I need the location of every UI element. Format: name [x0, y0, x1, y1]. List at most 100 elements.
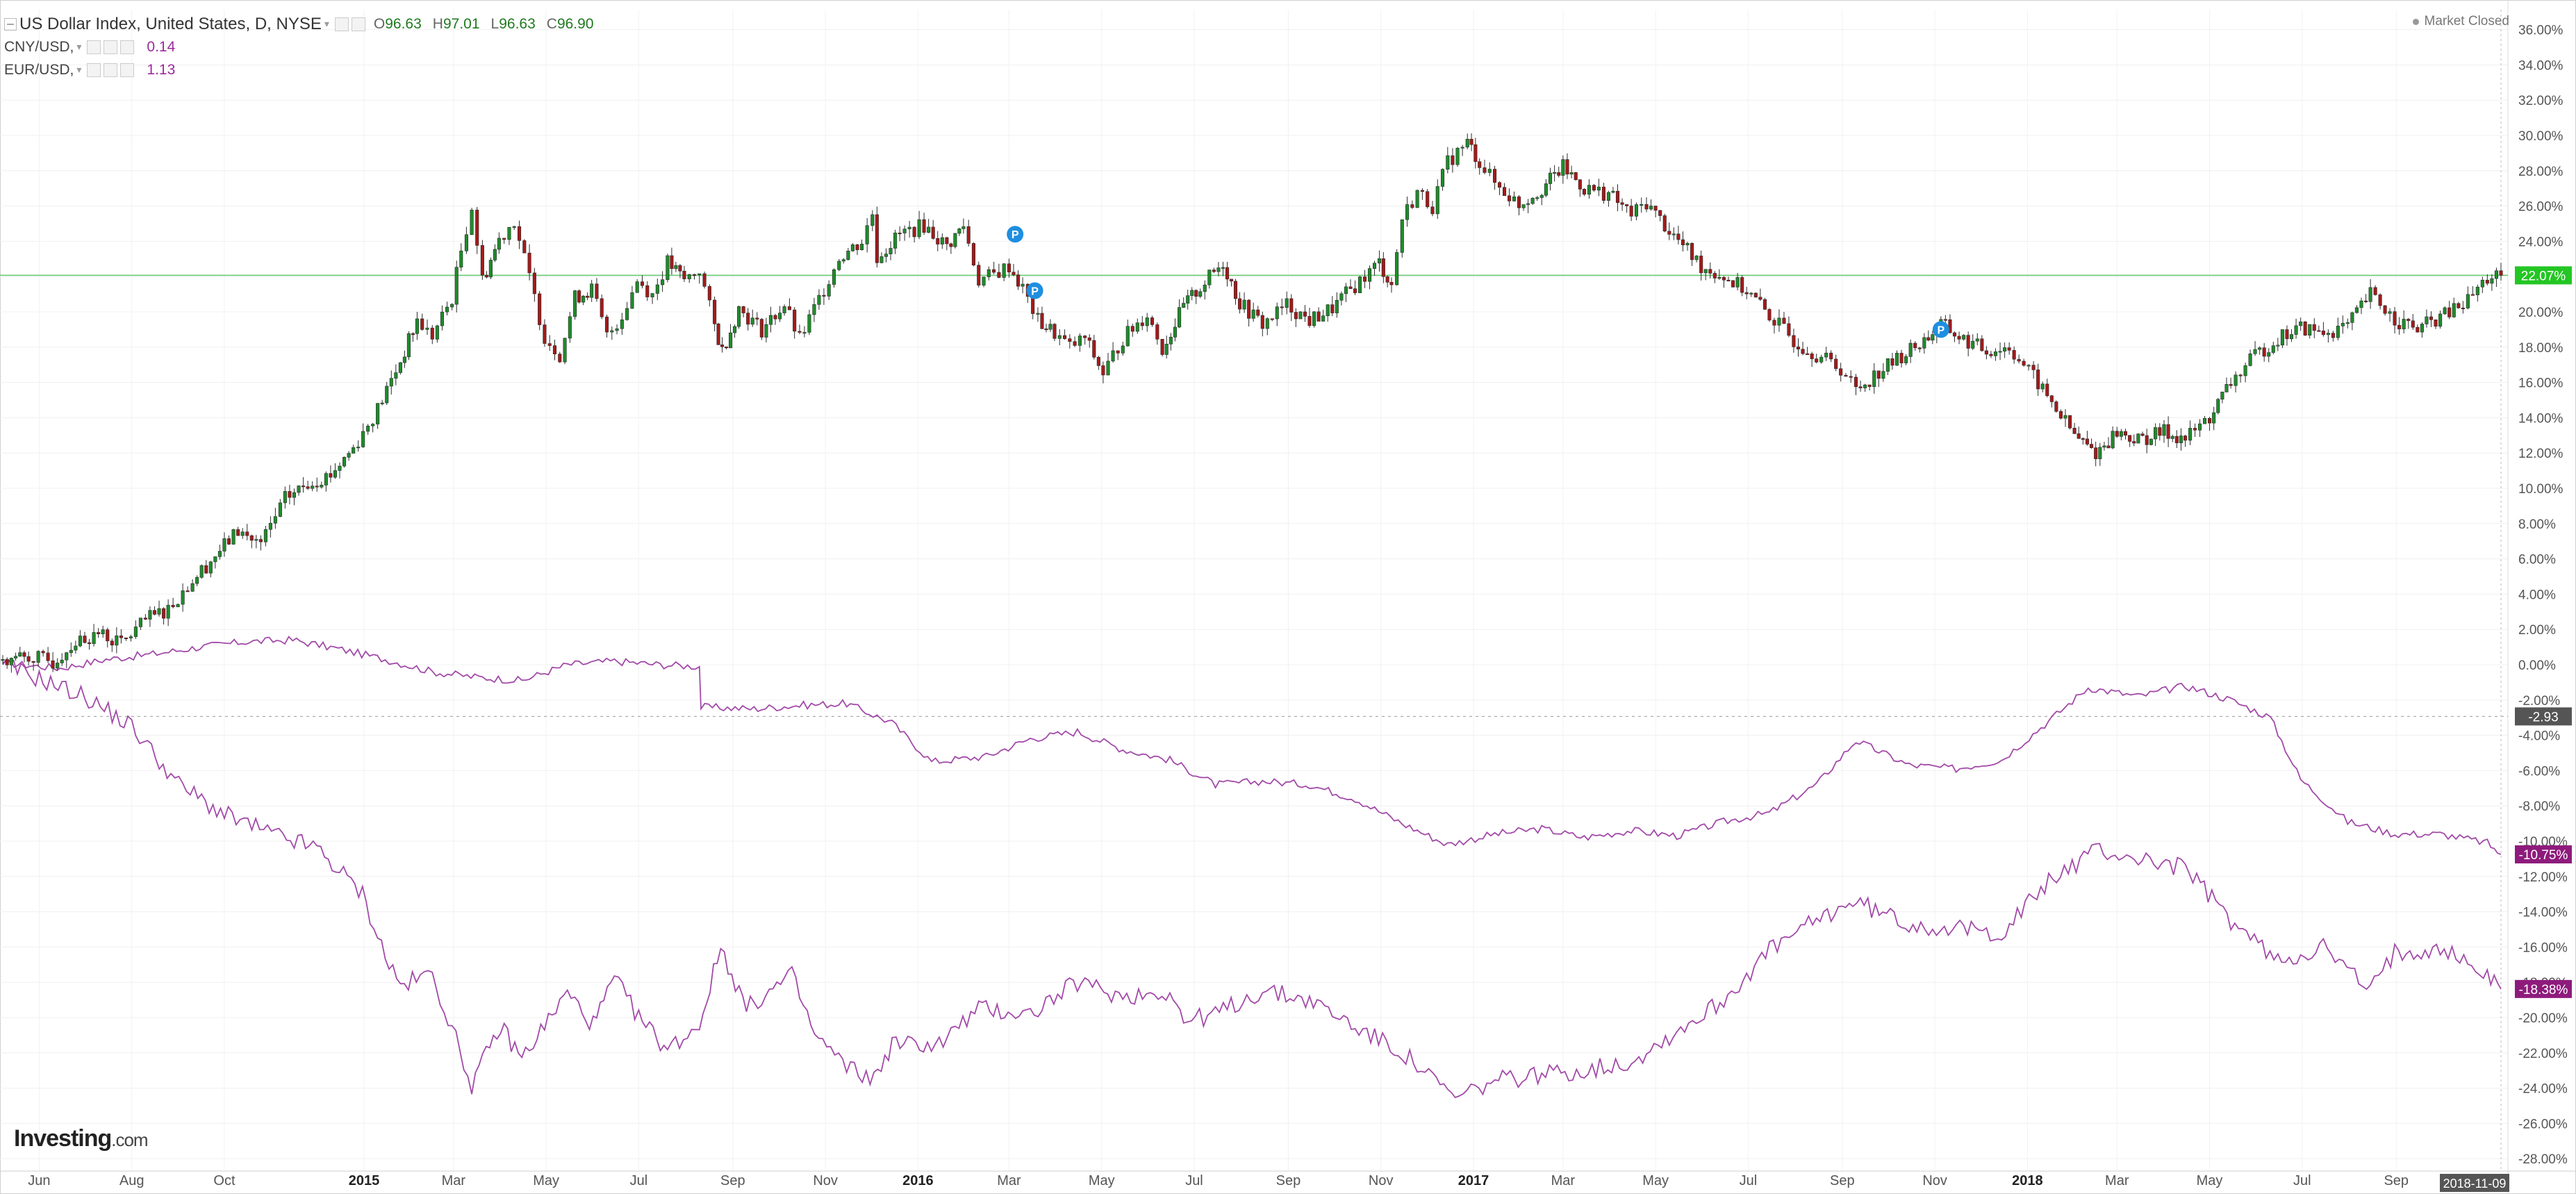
candle-body [2308, 324, 2312, 335]
compare-label-cny[interactable]: CNY/USD, [4, 38, 74, 55]
candle-body [171, 604, 175, 608]
candle-body [2234, 374, 2238, 386]
candle-body [865, 225, 869, 244]
candle-body [2253, 349, 2257, 354]
y-tick-label: -20.00% [2518, 1011, 2568, 1026]
event-marker-circle [1932, 321, 1949, 338]
candle-body [2262, 347, 2266, 357]
y-tick-label: 12.00% [2518, 447, 2563, 461]
candle-body [1587, 185, 1591, 194]
candle-body [1767, 309, 1772, 321]
candle-body [1294, 312, 1298, 320]
candle-body [1530, 197, 1535, 204]
candle-body [1256, 309, 1260, 316]
chevron-down-icon[interactable]: ▾ [76, 41, 82, 52]
candle-body [2098, 447, 2102, 459]
close-icon[interactable] [120, 40, 135, 54]
x-tick-label: Nov [1922, 1173, 1947, 1188]
candle-body [1247, 299, 1251, 319]
candle-body [992, 269, 996, 273]
x-tick-label: Jul [2293, 1173, 2311, 1188]
settings-icon[interactable] [87, 40, 101, 54]
compare-label-eur[interactable]: EUR/USD, [4, 61, 74, 78]
x-tick-label: 2017 [1458, 1173, 1489, 1188]
status-dot-icon [2412, 18, 2419, 25]
x-tick-label: 2015 [349, 1173, 380, 1188]
candle-body [527, 252, 531, 274]
candle-body [1203, 284, 1207, 292]
candle-body [1819, 356, 1824, 363]
candle-body [2402, 319, 2406, 329]
candle-body [1483, 167, 1487, 173]
event-marker-label: P [1012, 229, 1019, 241]
hide-icon[interactable] [104, 63, 118, 77]
candle-body [2299, 322, 2303, 326]
main-series-title[interactable]: US Dollar Index, United States, D, NYSE [19, 14, 322, 33]
candle-body [1890, 358, 1894, 366]
candle-body [1101, 365, 1105, 376]
y-tick-label: 4.00% [2518, 588, 2556, 602]
event-marker-icon[interactable]: P [1026, 282, 1043, 299]
candle-body [204, 565, 208, 574]
candle-body [1526, 203, 1530, 205]
chevron-down-icon[interactable]: ▾ [324, 18, 329, 29]
candle-body [9, 658, 13, 665]
candle-body [1130, 326, 1134, 332]
candle-body [2466, 294, 2470, 308]
candle-body [166, 604, 170, 619]
close-icon[interactable] [120, 63, 135, 77]
candle-body [1121, 345, 1125, 354]
settings-icon[interactable] [334, 17, 349, 31]
candle-body [666, 255, 670, 280]
candle-body [798, 331, 802, 333]
candle-body [1782, 317, 1786, 324]
y-tick-label: -6.00% [2518, 764, 2560, 779]
candle-body [1405, 204, 1410, 220]
x-tick-label: Sep [720, 1173, 745, 1188]
candle-body [157, 608, 161, 615]
candle-body [1722, 276, 1726, 281]
candle-body [1216, 267, 1221, 272]
candle-body [1644, 204, 1649, 210]
candle-body [1367, 268, 1372, 282]
candle-body [415, 318, 419, 334]
candle-body [2166, 424, 2170, 439]
candle-body [2457, 303, 2461, 308]
candle-body [625, 308, 629, 320]
settings-icon[interactable] [87, 63, 101, 77]
candle-body [1073, 341, 1077, 346]
event-marker-icon[interactable]: P [1007, 226, 1024, 243]
candle-body [2350, 312, 2354, 323]
event-marker-icon[interactable]: P [1932, 321, 1949, 338]
candle-body [2054, 401, 2058, 412]
candle-body [1460, 147, 1464, 149]
x-tick-label: May [533, 1173, 559, 1188]
chevron-down-icon[interactable]: ▾ [76, 64, 82, 75]
candle-body [2158, 427, 2162, 436]
y-tick-label: 36.00% [2518, 24, 2563, 38]
candle-body [445, 306, 449, 313]
candle-body [1307, 316, 1312, 326]
candle-body [22, 652, 26, 657]
candle-body [1957, 335, 1961, 340]
candle-body [645, 285, 650, 297]
candle-body [488, 260, 493, 278]
candle-body [522, 240, 527, 254]
candle-body [581, 295, 586, 303]
candle-body [2373, 287, 2377, 295]
candle-body [2354, 307, 2359, 313]
collapse-legend-button[interactable] [4, 17, 17, 31]
hide-icon[interactable] [104, 40, 118, 54]
candle-body [97, 632, 101, 634]
candle-body [2258, 347, 2262, 350]
hide-icon[interactable] [351, 17, 365, 31]
candle-body [1233, 281, 1238, 299]
y-tick-label: 18.00% [2518, 341, 2563, 356]
candle-body [1662, 215, 1667, 232]
candle-body [2383, 305, 2387, 314]
candle-body [1894, 353, 1899, 366]
candle-body [2003, 347, 2007, 351]
candle-body [185, 590, 190, 592]
